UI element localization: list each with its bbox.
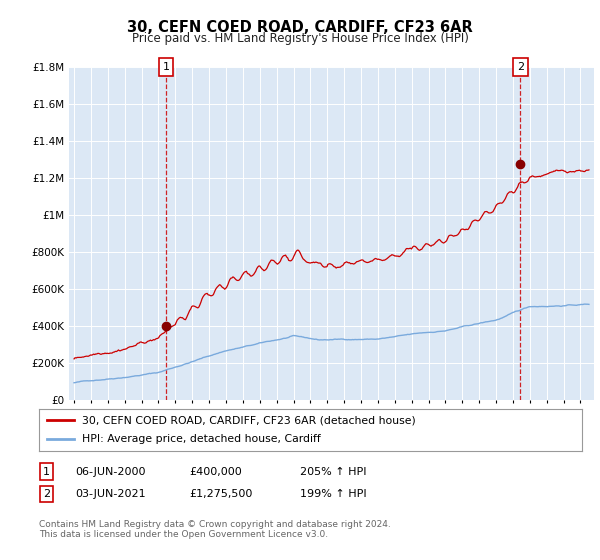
Text: Price paid vs. HM Land Registry's House Price Index (HPI): Price paid vs. HM Land Registry's House … [131, 32, 469, 45]
Text: HPI: Average price, detached house, Cardiff: HPI: Average price, detached house, Card… [82, 435, 321, 445]
Text: 1: 1 [163, 62, 169, 72]
Text: 03-JUN-2021: 03-JUN-2021 [75, 489, 146, 499]
Text: Contains HM Land Registry data © Crown copyright and database right 2024.
This d: Contains HM Land Registry data © Crown c… [39, 520, 391, 539]
Text: 30, CEFN COED ROAD, CARDIFF, CF23 6AR (detached house): 30, CEFN COED ROAD, CARDIFF, CF23 6AR (d… [82, 415, 416, 425]
Text: 06-JUN-2000: 06-JUN-2000 [75, 466, 146, 477]
Text: 199% ↑ HPI: 199% ↑ HPI [300, 489, 367, 499]
Text: 1: 1 [43, 466, 50, 477]
Text: 205% ↑ HPI: 205% ↑ HPI [300, 466, 367, 477]
Text: 30, CEFN COED ROAD, CARDIFF, CF23 6AR: 30, CEFN COED ROAD, CARDIFF, CF23 6AR [127, 20, 473, 35]
Text: 2: 2 [517, 62, 524, 72]
Text: 2: 2 [43, 489, 50, 499]
Text: £400,000: £400,000 [189, 466, 242, 477]
Text: £1,275,500: £1,275,500 [189, 489, 253, 499]
